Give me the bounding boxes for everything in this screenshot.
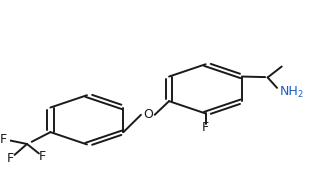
Text: O: O <box>143 108 153 121</box>
Text: NH: NH <box>280 85 299 98</box>
Text: 2: 2 <box>297 90 303 99</box>
Text: F: F <box>39 150 46 163</box>
Text: F: F <box>0 133 7 146</box>
Text: F: F <box>202 121 209 134</box>
Text: F: F <box>6 152 13 165</box>
